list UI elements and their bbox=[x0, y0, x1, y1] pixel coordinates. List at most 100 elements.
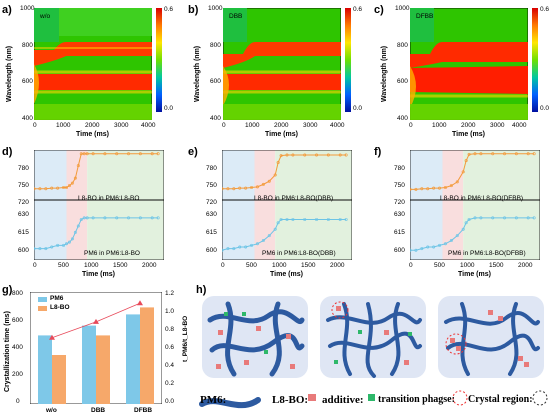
panel-letter-c: c) bbox=[374, 4, 384, 16]
xtick-c-4000: 4000 bbox=[512, 122, 527, 129]
series-point-0 bbox=[338, 153, 342, 157]
series-point-1 bbox=[455, 234, 459, 238]
series-point-1 bbox=[127, 216, 131, 220]
series-point-0 bbox=[222, 187, 224, 191]
xtick-c-3000: 3000 bbox=[490, 122, 505, 129]
series-line-0 bbox=[410, 153, 535, 190]
series-point-1 bbox=[443, 242, 447, 246]
y2tick-g-6: 1.2 bbox=[165, 290, 175, 297]
series-point-0 bbox=[455, 180, 459, 184]
colorbar-a bbox=[156, 8, 162, 112]
xtick-d-2000: 2000 bbox=[142, 262, 157, 269]
legend-pm6-chain bbox=[199, 397, 261, 409]
pm6-chains-dbb bbox=[326, 302, 422, 378]
series-point-0 bbox=[70, 181, 74, 185]
ytick-b-1000: 1000 bbox=[208, 5, 223, 12]
series-point-0 bbox=[67, 184, 71, 188]
heatmap-tag-b: DBB bbox=[229, 13, 242, 20]
series-point-1 bbox=[273, 227, 277, 231]
series-point-0 bbox=[38, 187, 42, 191]
series-point-0 bbox=[138, 152, 142, 156]
ytick-d-720: 720 bbox=[18, 199, 29, 206]
legend-h-pm6: PM6: bbox=[200, 394, 227, 406]
series-point-1 bbox=[438, 243, 442, 247]
legend-swatch-pm6 bbox=[38, 297, 47, 302]
pm6-chains-wo bbox=[207, 301, 305, 377]
additive-dfbb bbox=[450, 310, 529, 367]
colorbar-c bbox=[532, 8, 538, 112]
xtick-b-3000: 3000 bbox=[303, 122, 318, 129]
series-point-0 bbox=[503, 152, 507, 156]
xtick-a-4000: 4000 bbox=[141, 122, 156, 129]
morphology-schematic bbox=[199, 296, 548, 409]
series-point-1 bbox=[491, 216, 495, 220]
series-point-0 bbox=[279, 154, 283, 158]
pm6-chains-dfbb bbox=[444, 302, 540, 376]
y2tick-g-1: 0.2 bbox=[165, 380, 175, 387]
series-point-0 bbox=[238, 186, 242, 190]
ytick-e-780: 780 bbox=[206, 165, 217, 172]
series-point-0 bbox=[150, 152, 154, 156]
ytick-c-800: 800 bbox=[397, 42, 408, 49]
series-point-0 bbox=[443, 185, 447, 189]
ytick-g-800: 800 bbox=[12, 290, 23, 297]
ytick-e-750: 750 bbox=[206, 182, 217, 189]
series-point-1 bbox=[73, 230, 77, 234]
series-point-0 bbox=[467, 152, 471, 156]
series-point-0 bbox=[285, 153, 289, 157]
series-point-1 bbox=[303, 217, 307, 221]
series-point-0 bbox=[526, 152, 530, 156]
series-point-1 bbox=[276, 221, 280, 225]
legend-top-f: L8-BO in PM6:L8-BO(DFBB) bbox=[440, 195, 524, 202]
series-point-0 bbox=[226, 187, 230, 191]
legend-top-d: L8-BO in PM6:L8-BO bbox=[78, 195, 140, 202]
series-point-0 bbox=[267, 179, 271, 183]
series-point-1 bbox=[138, 216, 142, 220]
series-point-1 bbox=[326, 217, 330, 221]
series-point-0 bbox=[491, 152, 495, 156]
heatmap-a: w/o bbox=[34, 8, 152, 120]
xtick-b-2000: 2000 bbox=[274, 122, 289, 129]
series-point-1 bbox=[79, 217, 83, 221]
series-point-1 bbox=[44, 247, 48, 251]
series-point-0 bbox=[326, 153, 330, 157]
series-point-0 bbox=[73, 176, 77, 180]
series-point-0 bbox=[127, 152, 131, 156]
additive-dbb bbox=[336, 306, 409, 365]
ylabel-a: Wavelength (nm) bbox=[6, 45, 13, 102]
bar-0-1 bbox=[82, 325, 96, 404]
legend-bot-f: PM6 in PM6:L8-BO(DFBB) bbox=[448, 250, 526, 257]
series-point-0 bbox=[432, 186, 436, 190]
series-point-0 bbox=[156, 152, 160, 156]
ytick-f-630: 630 bbox=[394, 211, 405, 218]
ytick-g-600: 600 bbox=[12, 317, 23, 324]
series-point-1 bbox=[291, 217, 295, 221]
series-point-0 bbox=[276, 161, 280, 165]
series-point-1 bbox=[70, 237, 74, 241]
series-point-1 bbox=[532, 216, 536, 220]
series-point-1 bbox=[467, 217, 471, 221]
series-point-0 bbox=[414, 187, 418, 191]
ytick-c-1000: 1000 bbox=[395, 5, 410, 12]
ytick-f-600: 600 bbox=[394, 247, 405, 254]
legend-h-l8bo: L8-BO: bbox=[272, 394, 309, 406]
series-point-1 bbox=[420, 247, 424, 251]
xtick-c-2000: 2000 bbox=[461, 122, 476, 129]
xlabel-a: Time (ms) bbox=[76, 131, 109, 138]
ratio-point-2 bbox=[137, 300, 143, 306]
legend-bot-e: PM6 in PM6:L8-BO(DBB) bbox=[262, 250, 336, 257]
ylabel-b: Wavelength (nm) bbox=[194, 45, 201, 102]
series-point-0 bbox=[461, 170, 465, 174]
xtick-d-0: 0 bbox=[33, 262, 37, 269]
series-point-0 bbox=[464, 159, 468, 163]
series-point-0 bbox=[44, 187, 48, 191]
transition-dbb bbox=[334, 330, 412, 364]
ytick-g-0: 0 bbox=[16, 398, 20, 405]
ylabel-c: Wavelength (nm) bbox=[381, 45, 388, 102]
legend-h-crystal: Crystal region: bbox=[468, 394, 533, 405]
series-point-1 bbox=[150, 216, 154, 220]
series-line-1 bbox=[34, 217, 159, 250]
series-point-0 bbox=[250, 185, 254, 189]
series-line-1 bbox=[222, 218, 347, 251]
series-point-0 bbox=[62, 185, 66, 189]
